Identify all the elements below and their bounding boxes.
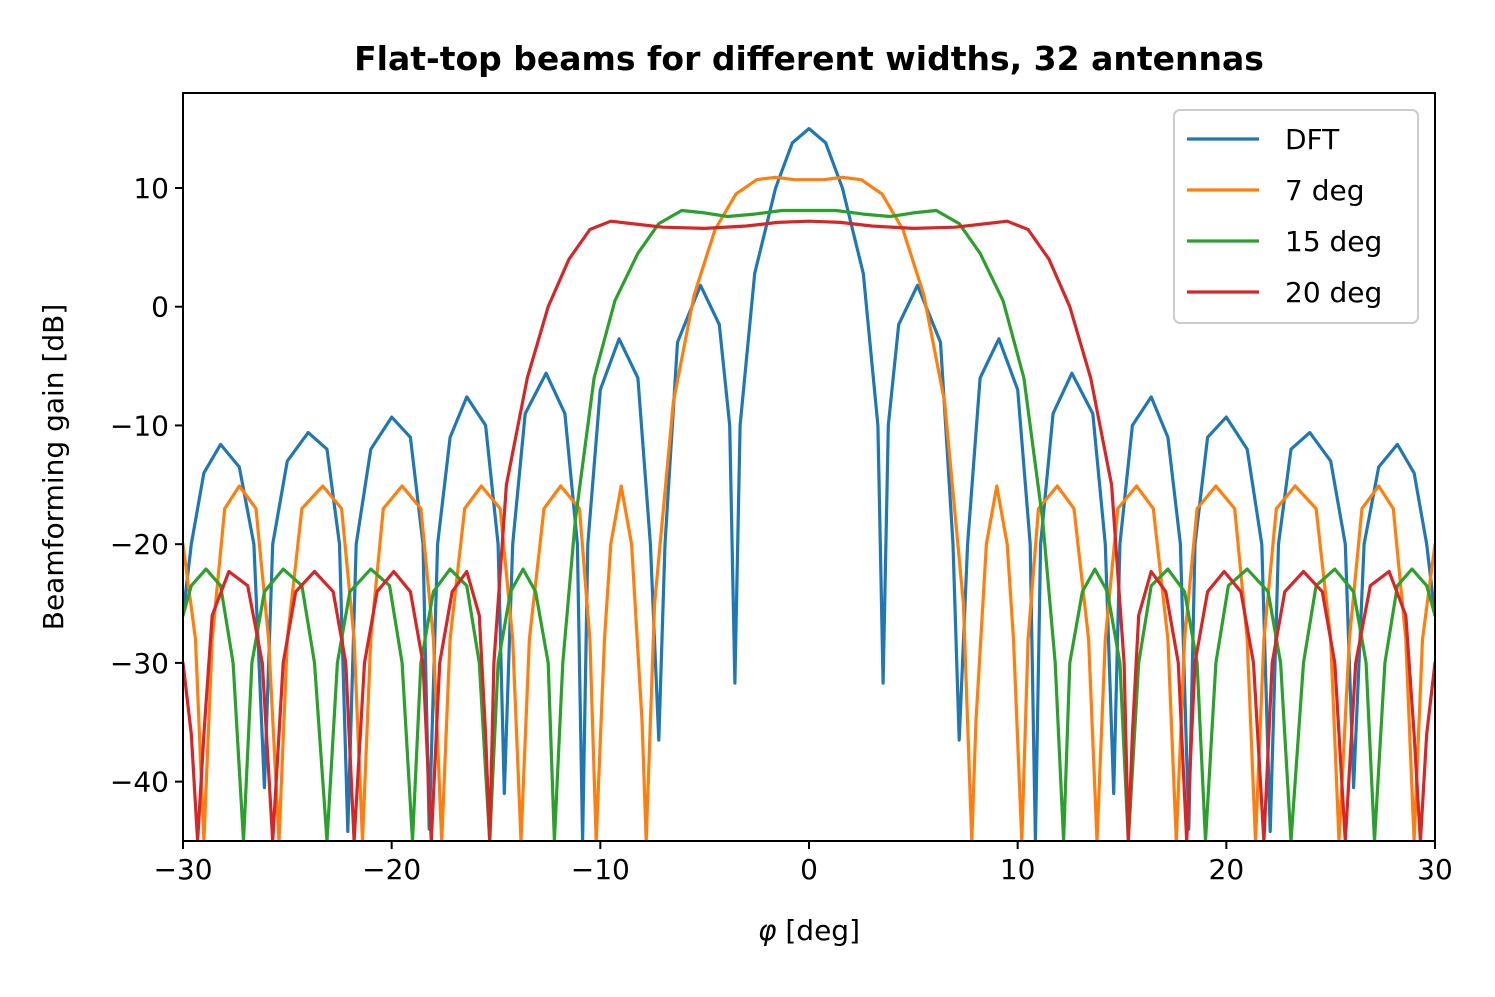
y-tick-label: 0: [151, 291, 169, 324]
legend: DFT 7 deg 15 deg 20 deg: [1173, 109, 1419, 324]
chart-title: Flat-top beams for different widths, 32 …: [354, 39, 1264, 78]
x-tick-label: 30: [1417, 853, 1453, 886]
series-line-0: [183, 127, 1435, 841]
series-line-3: [183, 219, 1435, 841]
series-layer: [183, 127, 1435, 841]
x-axis: −30 −20 −10 0 10 20 30: [153, 841, 1453, 886]
x-axis-label-symbol: φ: [758, 914, 777, 947]
y-tick-label: −40: [110, 766, 169, 799]
y-axis: −40 −30 −20 −10 0 10: [110, 172, 183, 799]
x-tick-label: −30: [153, 853, 212, 886]
series-line-1: [183, 175, 1435, 841]
x-axis-label: φ [deg]: [758, 914, 860, 947]
y-tick-label: 10: [133, 172, 169, 205]
legend-label-3: 20 deg: [1285, 276, 1382, 309]
y-tick-label: −30: [110, 647, 169, 680]
x-tick-label: 20: [1209, 853, 1245, 886]
legend-label-1: 7 deg: [1285, 174, 1365, 207]
y-axis-label: Beamforming gain [dB]: [37, 304, 70, 631]
x-tick-label: −20: [362, 853, 421, 886]
y-tick-label: −10: [110, 409, 169, 442]
x-tick-label: −10: [571, 853, 630, 886]
x-tick-label: 10: [1000, 853, 1036, 886]
series-line-2: [183, 208, 1435, 841]
y-tick-label: −20: [110, 528, 169, 561]
legend-label-0: DFT: [1285, 123, 1340, 156]
legend-box: [1173, 109, 1419, 324]
x-tick-label: 0: [800, 853, 818, 886]
x-axis-label-unit: [deg]: [776, 914, 860, 947]
legend-label-2: 15 deg: [1285, 225, 1382, 258]
